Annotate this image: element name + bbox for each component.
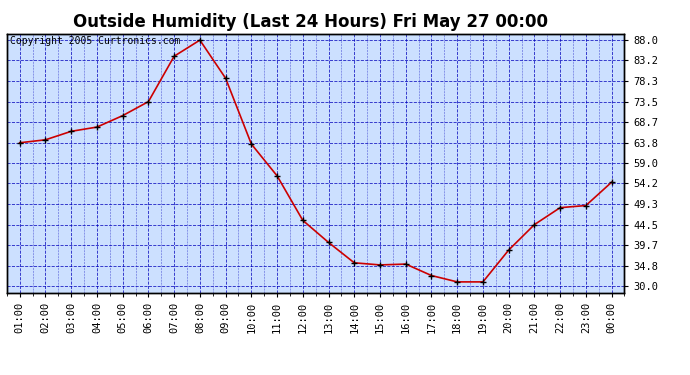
Text: Outside Humidity (Last 24 Hours) Fri May 27 00:00: Outside Humidity (Last 24 Hours) Fri May…	[73, 13, 548, 31]
Text: Copyright 2005 Curtronics.com: Copyright 2005 Curtronics.com	[10, 36, 180, 46]
